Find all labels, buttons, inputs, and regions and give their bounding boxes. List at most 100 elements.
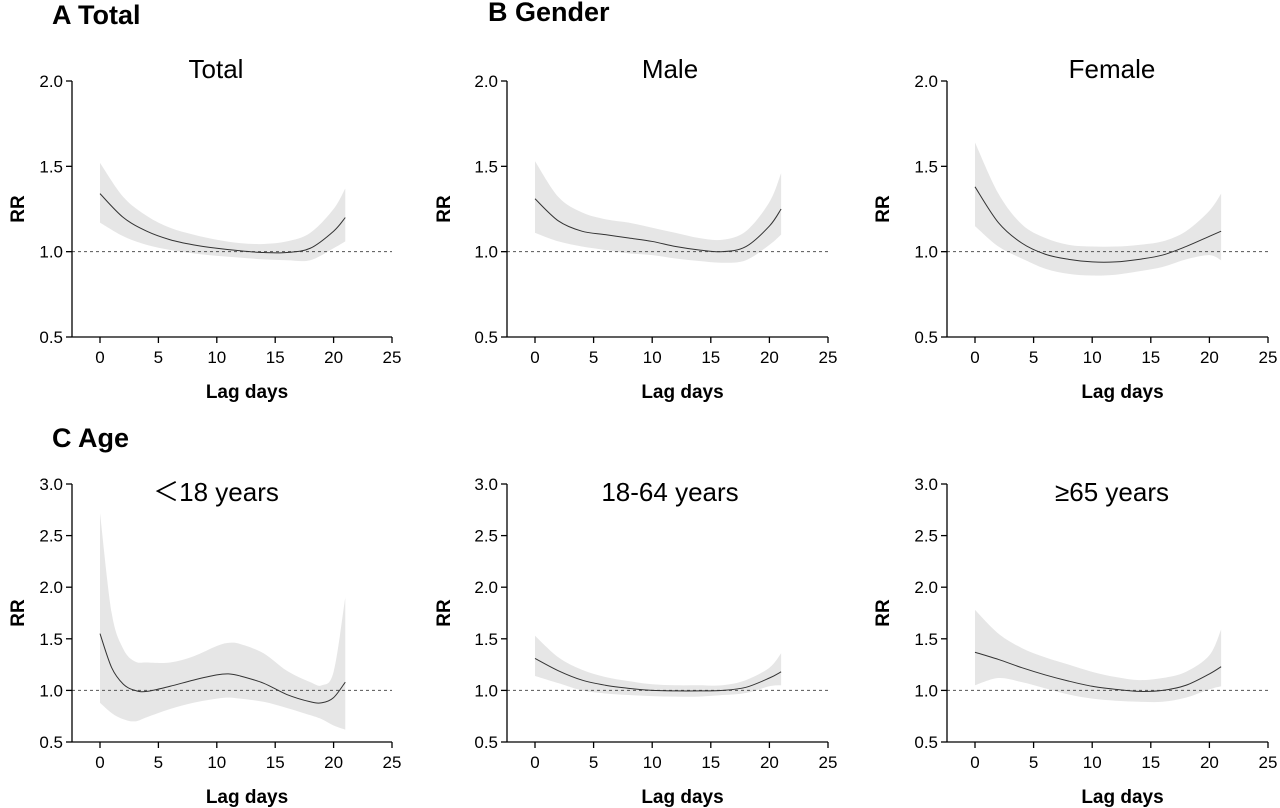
x-axis-label: Lag days [206, 382, 288, 403]
x-axis-label: Lag days [1081, 382, 1163, 403]
subplot-2: 0.5 1.0 1.5 2.0 0 5 10 15 20 25 Male Lag days RR [434, 54, 837, 403]
y-tick-label: 3.0 [914, 475, 938, 494]
subplot-3: 0.5 1.0 1.5 2.0 0 5 10 15 20 25 Female Lag days RR [873, 54, 1277, 403]
rr-curve [534, 198, 782, 253]
y-tick-label: 1.5 [474, 630, 498, 649]
confidence-band [975, 609, 1222, 703]
x-tick-label: 15 [701, 753, 720, 772]
y-tick-label: 1.0 [474, 681, 498, 700]
y-tick-label: 2.0 [474, 578, 498, 597]
y-tick-label: 0.5 [474, 733, 498, 752]
y-axis-label: RR [434, 599, 455, 627]
y-tick-label: 1.5 [914, 157, 938, 176]
x-tick-label: 5 [589, 753, 598, 772]
x-axis-label: Lag days [641, 382, 723, 403]
subplot-5: 0.5 1.0 1.5 2.0 2.5 3.0 0 5 10 15 20 25 18-64 years L… [434, 475, 837, 808]
subplot-1: 0.5 1.0 1.5 2.0 0 5 10 15 20 25 Total Lag days RR [8, 54, 401, 403]
x-tick-label: 10 [207, 753, 226, 772]
y-tick-label: 1.0 [914, 681, 938, 700]
subplot-6: 0.5 1.0 1.5 2.0 2.5 3.0 0 5 10 15 20 25 ≥65 years Lag… [873, 475, 1277, 808]
x-tick-label: 25 [383, 348, 402, 367]
subplot-title: ＜18 years [153, 477, 279, 507]
x-tick-label: 15 [701, 348, 720, 367]
y-tick-label: 2.5 [474, 527, 498, 546]
rr-curve [534, 657, 782, 692]
x-tick-label: 10 [1083, 348, 1102, 367]
x-tick-label: 10 [643, 753, 662, 772]
y-tick-label: 1.5 [39, 630, 63, 649]
x-tick-label: 5 [589, 348, 598, 367]
subplot-title: ≥65 years [1055, 477, 1169, 507]
y-tick-label: 1.5 [39, 157, 63, 176]
x-tick-label: 5 [154, 348, 163, 367]
x-tick-label: 20 [1200, 753, 1219, 772]
y-tick-label: 1.0 [474, 243, 498, 262]
y-tick-label: 2.5 [39, 527, 63, 546]
y-tick-label: 1.5 [474, 157, 498, 176]
confidence-band [535, 161, 782, 263]
x-tick-label: 0 [95, 753, 104, 772]
y-axis-label: RR [8, 599, 29, 627]
rr-curve [99, 633, 346, 704]
x-tick-label: 0 [970, 753, 979, 772]
y-tick-label: 1.0 [914, 243, 938, 262]
section-label-total: A Total [52, 0, 141, 30]
x-tick-label: 20 [324, 753, 343, 772]
y-tick-label: 0.5 [914, 328, 938, 347]
x-tick-label: 15 [266, 348, 285, 367]
rr-curve [974, 651, 1222, 692]
y-tick-label: 1.0 [39, 681, 63, 700]
y-tick-label: 2.5 [914, 527, 938, 546]
y-axis-label: RR [873, 195, 894, 223]
rr-curve [99, 193, 346, 254]
y-tick-label: 3.0 [474, 475, 498, 494]
confidence-band [100, 512, 346, 730]
x-tick-label: 15 [266, 753, 285, 772]
subplot-4: 0.5 1.0 1.5 2.0 2.5 3.0 0 5 10 15 20 25 ＜18 years Lag… [8, 475, 401, 808]
y-tick-label: 2.0 [39, 578, 63, 597]
y-axis-label: RR [8, 195, 29, 223]
x-tick-label: 0 [530, 753, 539, 772]
x-tick-label: 20 [760, 753, 779, 772]
x-tick-label: 10 [1083, 753, 1102, 772]
y-axis-label: RR [434, 195, 455, 223]
x-tick-label: 5 [154, 753, 163, 772]
x-tick-label: 0 [530, 348, 539, 367]
confidence-band [975, 142, 1222, 276]
section-label-age: C Age [52, 423, 130, 453]
subplot-title: 18-64 years [601, 477, 738, 507]
x-tick-label: 25 [819, 753, 838, 772]
subplot-title: Total [189, 54, 244, 84]
x-tick-label: 25 [819, 348, 838, 367]
y-tick-label: 2.0 [914, 578, 938, 597]
x-tick-label: 25 [1259, 753, 1278, 772]
section-label-gender: B Gender [488, 0, 610, 27]
x-axis-label: Lag days [1081, 787, 1163, 808]
rr-curve [974, 186, 1222, 263]
y-tick-label: 0.5 [474, 328, 498, 347]
confidence-band [535, 635, 782, 697]
x-tick-label: 20 [1200, 348, 1219, 367]
y-axis-label: RR [873, 599, 894, 627]
subplot-title: Male [642, 54, 698, 84]
y-tick-label: 2.0 [914, 72, 938, 91]
x-tick-label: 10 [643, 348, 662, 367]
x-tick-label: 20 [760, 348, 779, 367]
y-tick-label: 0.5 [39, 328, 63, 347]
y-tick-label: 2.0 [474, 72, 498, 91]
x-axis-label: Lag days [206, 787, 288, 808]
x-tick-label: 5 [1029, 753, 1038, 772]
x-tick-label: 15 [1141, 753, 1160, 772]
x-tick-label: 20 [324, 348, 343, 367]
x-tick-label: 10 [207, 348, 226, 367]
y-tick-label: 1.5 [914, 630, 938, 649]
x-axis-label: Lag days [641, 787, 723, 808]
x-tick-label: 0 [970, 348, 979, 367]
y-tick-label: 3.0 [39, 475, 63, 494]
y-tick-label: 0.5 [914, 733, 938, 752]
y-tick-label: 2.0 [39, 72, 63, 91]
x-tick-label: 5 [1029, 348, 1038, 367]
y-tick-label: 0.5 [39, 733, 63, 752]
x-tick-label: 15 [1141, 348, 1160, 367]
